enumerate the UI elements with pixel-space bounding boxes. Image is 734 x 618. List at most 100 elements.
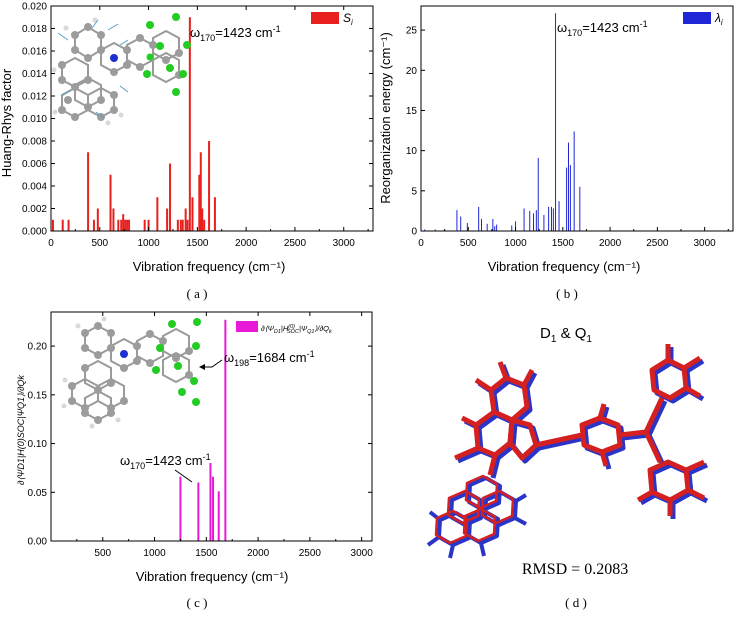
- x-tick-label: 1500: [186, 238, 209, 249]
- bar-mark: [213, 197, 216, 231]
- bar-mark: [143, 219, 146, 231]
- panel-a-huang-rhys-chart: 0 500 1000 1500 2000 2500 3000 0.000 0.002 0.004 0…: [0, 2, 374, 301]
- y-tick-label: 0.008: [22, 137, 47, 148]
- bar-mark: [460, 216, 462, 231]
- bar-mark: [523, 208, 525, 231]
- peak-annotation-omega170-c: ω170=1423 cm-1: [120, 452, 211, 471]
- x-axis-title-c: Vibration frequency (cm⁻¹): [136, 569, 289, 584]
- x-tick-label: 500: [460, 238, 477, 249]
- x-tick-label: 2500: [299, 548, 322, 559]
- y-tick-label: 0.002: [22, 204, 47, 215]
- bar-mark: [181, 219, 184, 231]
- y-axis-title-a: Huang-Rhys factor: [0, 68, 14, 177]
- plot-frame: [420, 5, 734, 232]
- x-axis-title-b: Vibration frequency (cm⁻¹): [488, 259, 641, 274]
- x-tick-label: 2500: [646, 238, 669, 249]
- bar-mark: [496, 224, 498, 231]
- annotation-arrow-omega198: [205, 359, 223, 368]
- bar-mark: [156, 197, 159, 231]
- bar-mark: [558, 201, 560, 231]
- molecular-overlay-icon: [426, 344, 709, 559]
- bar-mark: [179, 219, 182, 231]
- x-tick-label: 500: [91, 238, 108, 249]
- bar-mark: [555, 13, 557, 231]
- x-tick-label: 1500: [195, 548, 218, 559]
- bar-mark: [120, 219, 123, 231]
- bar-mark: [511, 225, 513, 231]
- bar-mark: [537, 157, 539, 231]
- bar-mark: [208, 141, 211, 231]
- bar-mark: [197, 482, 200, 541]
- x-axis-title-a: Vibration frequency (cm⁻¹): [133, 259, 286, 274]
- bar-mark: [147, 219, 150, 231]
- bar-mark: [61, 219, 64, 231]
- x-tick-label: 1000: [504, 238, 527, 249]
- bar-mark: [212, 476, 215, 541]
- bar-mark: [51, 219, 54, 231]
- bar-mark: [478, 206, 480, 231]
- annotation-arrow-omega170: [174, 469, 193, 483]
- bar-mark: [543, 214, 545, 231]
- panel-label-d: ( d ): [565, 595, 587, 610]
- bar-mark: [92, 219, 95, 231]
- bar-mark: [117, 219, 120, 231]
- bar-mark: [515, 221, 517, 231]
- bar-mark: [188, 17, 191, 231]
- bar-mark: [424, 229, 426, 231]
- bar-mark: [198, 174, 201, 231]
- bar-mark: [169, 163, 172, 231]
- bar-mark: [569, 165, 571, 231]
- legend-label-soc: ∂⟨ΨD1|H(0) SOC|ΨQ1⟩/∂Qk: [261, 324, 332, 335]
- bar-mark: [434, 229, 436, 231]
- bar-mark: [109, 174, 112, 231]
- bar-mark: [201, 208, 204, 231]
- x-tick-label: 2000: [235, 238, 258, 249]
- bar-mark: [191, 197, 194, 231]
- y-tick-label: 0.20: [28, 342, 48, 353]
- legend-swatch-soc: [236, 321, 258, 332]
- x-tick-label: 1500: [552, 238, 575, 249]
- panel-label-a: ( a ): [187, 286, 208, 301]
- bar-mark: [456, 210, 458, 231]
- x-tick-label: 3000: [351, 548, 374, 559]
- bar-mark: [176, 219, 179, 231]
- panel-c-soc-derivative-chart: 500 1000 1500 2000 2500 3000 0.00 0.05 0.10 0.15 0…: [16, 311, 374, 610]
- x-tick-label: 0: [418, 238, 424, 249]
- x-tick-label: 2000: [247, 548, 270, 559]
- panel-b-reorganization-chart: 0 500 1000 1500 2000 2500 3000 0 5 10 15 20 25 λi ω1…: [378, 5, 734, 301]
- bar-mark: [124, 219, 127, 231]
- legend-label-lambda: λi: [714, 11, 723, 27]
- y-tick-label: 0.020: [22, 2, 47, 13]
- plot-frame: [50, 311, 373, 542]
- y-tick-label: 0.010: [22, 114, 47, 125]
- bar-mark: [481, 218, 483, 231]
- panel-label-c: ( c ): [187, 595, 208, 610]
- y-tick-label: 0.018: [22, 24, 47, 35]
- y-tick-label: 5: [411, 186, 417, 197]
- y-tick-label: 15: [406, 106, 418, 117]
- peak-annotation-omega170: ω170=1423 cm-1: [190, 24, 281, 43]
- y-axis-title-b: Reorganization energy (cm⁻¹): [378, 32, 393, 204]
- bar-mark: [566, 167, 568, 231]
- bar-mark: [126, 219, 129, 231]
- x-tick-label: 1000: [137, 238, 160, 249]
- rmsd-label: RMSD = 0.2083: [522, 561, 628, 578]
- bar-mark: [217, 491, 220, 541]
- bar-mark: [567, 142, 569, 231]
- y-tick-label: 0: [411, 227, 417, 238]
- y-tick-label: 0.00: [28, 537, 48, 548]
- y-tick-label: 25: [406, 26, 418, 37]
- x-tick-label: 3000: [694, 238, 717, 249]
- bar-mark: [186, 219, 189, 231]
- bar-mark: [486, 223, 488, 231]
- y-tick-label: 0.006: [22, 159, 47, 170]
- bar-mark: [184, 208, 187, 231]
- bar-mark: [492, 218, 494, 231]
- panel-d-structure-overlay: D1 & Q1: [426, 325, 709, 610]
- peak-annotation-omega170-b: ω170=1423 cm-1: [557, 19, 648, 38]
- legend-label-si: Si: [343, 11, 353, 27]
- y-axis-title-c: ∂⟨ΨD1|H(0)SOC|ΨQ1⟩/∂Qk: [16, 374, 26, 485]
- peak-annotation-omega198: ω198=1684 cm-1: [224, 349, 315, 368]
- x-tick-label: 2500: [284, 238, 307, 249]
